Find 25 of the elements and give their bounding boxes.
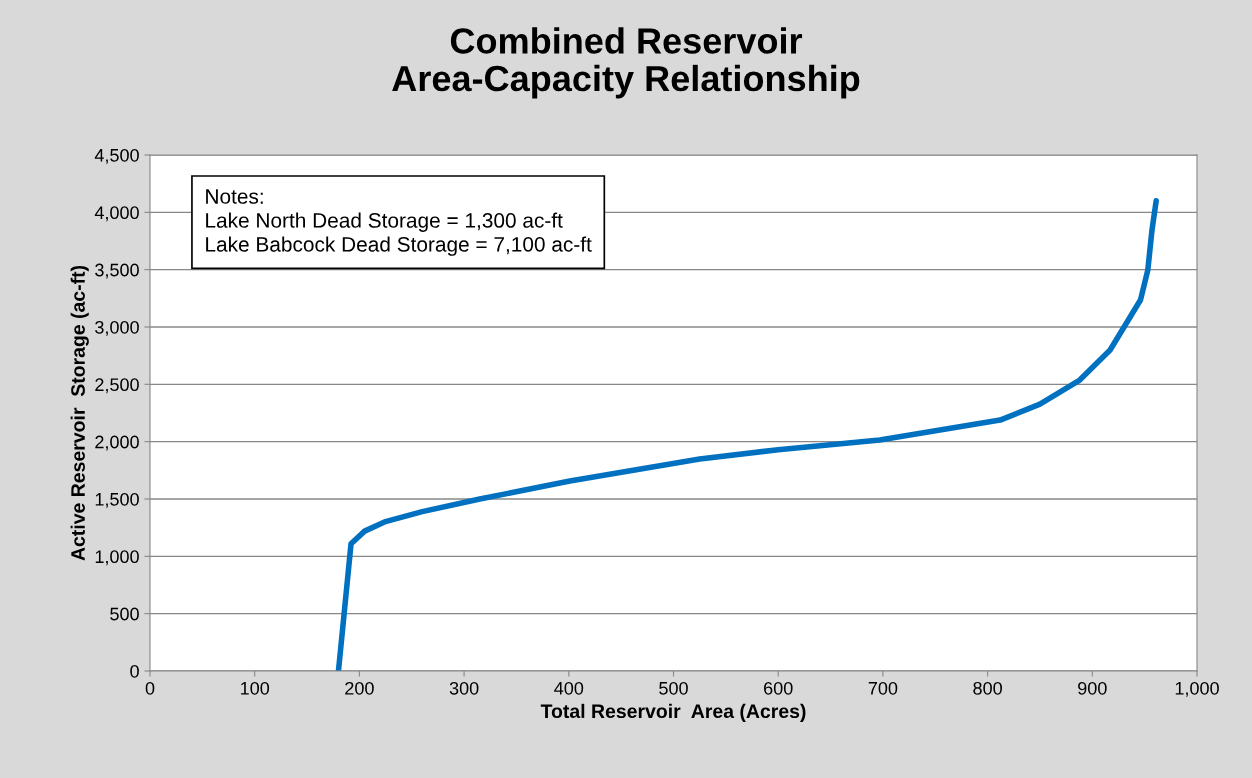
y-tick-label: 4,500 — [94, 148, 139, 164]
annotation: Notes: Lake North Dead Storage = 1,300 ac-ft Lake Babcock Dead Storage = 7,100 ac-ft — [206, 189, 592, 256]
x-tick-label: 900 — [1078, 681, 1107, 695]
y-tick-label: 1,000 — [95, 550, 139, 566]
x-tick-label: 1,000 — [1175, 681, 1219, 697]
x-tick-label: 200 — [345, 681, 374, 695]
x-tick-label: 300 — [449, 681, 479, 695]
y-tick-label: 1,500 — [95, 492, 139, 508]
x-tick-label: 500 — [659, 681, 688, 695]
x-tick-label: 400 — [554, 681, 584, 695]
y-tick-label: 2,500 — [95, 378, 139, 394]
y-tick-label: 3,500 — [95, 263, 139, 279]
x-tick-label: 800 — [973, 681, 1002, 695]
x-tick-label: 0 — [145, 681, 155, 695]
x-tick-label: 100 — [241, 681, 270, 695]
y-tick-label: 0 — [130, 664, 139, 678]
x-axis-title: Total Reservoir Area (Acres) — [540, 703, 806, 722]
y-tick-label: 4,000 — [94, 206, 139, 222]
x-tick-label: 700 — [868, 681, 898, 695]
chart-title: Combined Reservoir Area-Capacity Relationship — [392, 27, 860, 99]
y-tick-label: 500 — [110, 607, 139, 621]
x-tick-label: 600 — [764, 681, 793, 695]
y-tick-label: 2,000 — [95, 435, 139, 451]
y-axis-title: Active Reservoir Storage (ac-ft) — [70, 265, 89, 561]
y-tick-label: 3,000 — [95, 320, 139, 336]
